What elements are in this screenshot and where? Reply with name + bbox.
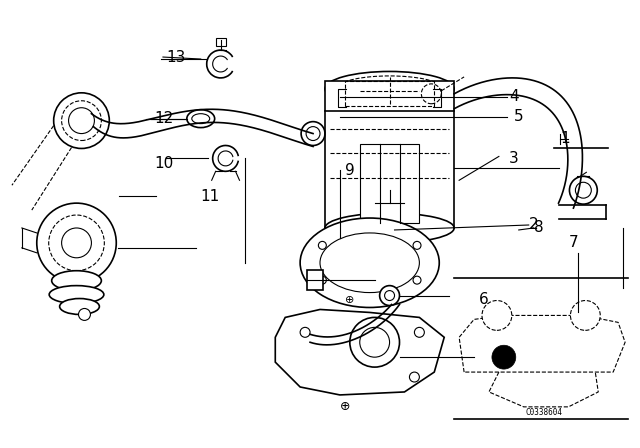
Circle shape	[301, 122, 325, 146]
Text: 9: 9	[345, 163, 355, 178]
Text: 11: 11	[201, 189, 220, 204]
Ellipse shape	[187, 110, 214, 128]
FancyBboxPatch shape	[216, 38, 225, 46]
Circle shape	[61, 228, 92, 258]
Text: 7: 7	[568, 235, 578, 250]
Circle shape	[570, 177, 597, 204]
Circle shape	[36, 203, 116, 283]
Circle shape	[360, 327, 390, 357]
Ellipse shape	[52, 271, 101, 291]
Bar	[360, 143, 419, 223]
Text: C0338604: C0338604	[525, 408, 562, 418]
Circle shape	[482, 301, 512, 330]
Circle shape	[54, 93, 109, 148]
Text: 2: 2	[529, 217, 538, 233]
Text: 6: 6	[479, 292, 489, 307]
Circle shape	[413, 276, 421, 284]
Circle shape	[318, 276, 326, 284]
Ellipse shape	[320, 233, 419, 293]
Text: 10: 10	[154, 156, 173, 171]
FancyBboxPatch shape	[307, 270, 323, 289]
Circle shape	[350, 318, 399, 367]
Circle shape	[575, 182, 591, 198]
Ellipse shape	[325, 71, 454, 106]
Ellipse shape	[325, 213, 454, 243]
Text: 8: 8	[534, 220, 543, 236]
Ellipse shape	[192, 114, 210, 124]
Text: 13: 13	[166, 50, 186, 65]
Circle shape	[410, 372, 419, 382]
Text: 5: 5	[514, 109, 524, 124]
Polygon shape	[275, 310, 444, 395]
Text: 3: 3	[509, 151, 518, 166]
Text: 12: 12	[154, 111, 173, 126]
Text: ⊕: ⊕	[345, 294, 355, 305]
Ellipse shape	[300, 218, 439, 307]
Circle shape	[380, 286, 399, 306]
Circle shape	[79, 309, 90, 320]
Circle shape	[318, 241, 326, 250]
Circle shape	[415, 327, 424, 337]
Circle shape	[385, 291, 394, 301]
Circle shape	[492, 345, 516, 369]
Circle shape	[413, 241, 421, 250]
FancyBboxPatch shape	[325, 81, 454, 111]
Circle shape	[306, 127, 320, 141]
Ellipse shape	[49, 286, 104, 303]
Text: ⊕: ⊕	[340, 401, 350, 414]
Ellipse shape	[60, 298, 99, 314]
Circle shape	[300, 327, 310, 337]
Text: 1: 1	[561, 131, 570, 146]
Circle shape	[570, 301, 600, 330]
Text: 4: 4	[509, 89, 518, 104]
